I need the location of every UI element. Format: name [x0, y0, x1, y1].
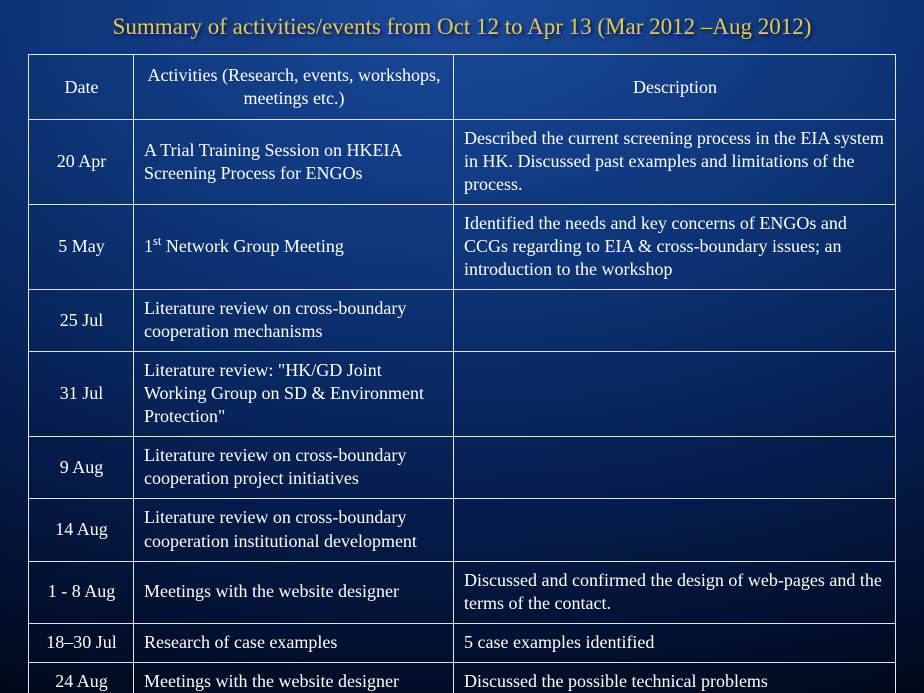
cell-date: 18–30 Jul [29, 623, 134, 662]
col-header-activities: Activities (Research, events, workshops,… [134, 55, 454, 120]
cell-activities: 1st Network Group Meeting [134, 205, 454, 290]
cell-description: Discussed the possible technical problem… [454, 662, 896, 693]
cell-activities: Research of case examples [134, 623, 454, 662]
cell-date: 1 - 8 Aug [29, 561, 134, 623]
table-body: 20 AprA Trial Training Session on HKEIA … [29, 120, 896, 693]
cell-description [454, 499, 896, 561]
table-row: 1 - 8 AugMeetings with the website desig… [29, 561, 896, 623]
cell-date: 9 Aug [29, 437, 134, 499]
title-part-a: Summary of activities/events from Oct 12… [113, 14, 598, 39]
cell-date: 5 May [29, 205, 134, 290]
table-row: 5 May1st Network Group MeetingIdentified… [29, 205, 896, 290]
cell-description: 5 case examples identified [454, 623, 896, 662]
cell-date: 14 Aug [29, 499, 134, 561]
cell-date: 20 Apr [29, 120, 134, 205]
cell-activities: Literature review on cross-boundary coop… [134, 437, 454, 499]
cell-activities: Literature review on cross-boundary coop… [134, 290, 454, 352]
table-header: Date Activities (Research, events, works… [29, 55, 896, 120]
table-header-row: Date Activities (Research, events, works… [29, 55, 896, 120]
table-row: 31 JulLiterature review: "HK/GD Joint Wo… [29, 352, 896, 437]
table-row: 9 AugLiterature review on cross-boundary… [29, 437, 896, 499]
cell-description [454, 290, 896, 352]
cell-date: 24 Aug [29, 662, 134, 693]
cell-date: 31 Jul [29, 352, 134, 437]
table-row: 20 AprA Trial Training Session on HKEIA … [29, 120, 896, 205]
cell-description: Identified the needs and key concerns of… [454, 205, 896, 290]
cell-description: Described the current screening process … [454, 120, 896, 205]
table-row: 18–30 JulResearch of case examples5 case… [29, 623, 896, 662]
cell-description [454, 352, 896, 437]
slide-title: Summary of activities/events from Oct 12… [0, 14, 924, 40]
table-row: 25 JulLiterature review on cross-boundar… [29, 290, 896, 352]
title-part-b: (Mar 2012 –Aug 2012) [597, 14, 811, 39]
cell-activities: Literature review: "HK/GD Joint Working … [134, 352, 454, 437]
col-header-date: Date [29, 55, 134, 120]
cell-description [454, 437, 896, 499]
table-row: 24 AugMeetings with the website designer… [29, 662, 896, 693]
cell-activities: Meetings with the website designer [134, 662, 454, 693]
slide: Summary of activities/events from Oct 12… [0, 0, 924, 693]
activities-table: Date Activities (Research, events, works… [28, 54, 896, 693]
cell-activities: Literature review on cross-boundary coop… [134, 499, 454, 561]
col-header-description: Description [454, 55, 896, 120]
cell-activities: A Trial Training Session on HKEIA Screen… [134, 120, 454, 205]
table-row: 14 AugLiterature review on cross-boundar… [29, 499, 896, 561]
cell-date: 25 Jul [29, 290, 134, 352]
cell-activities: Meetings with the website designer [134, 561, 454, 623]
cell-description: Discussed and confirmed the design of we… [454, 561, 896, 623]
